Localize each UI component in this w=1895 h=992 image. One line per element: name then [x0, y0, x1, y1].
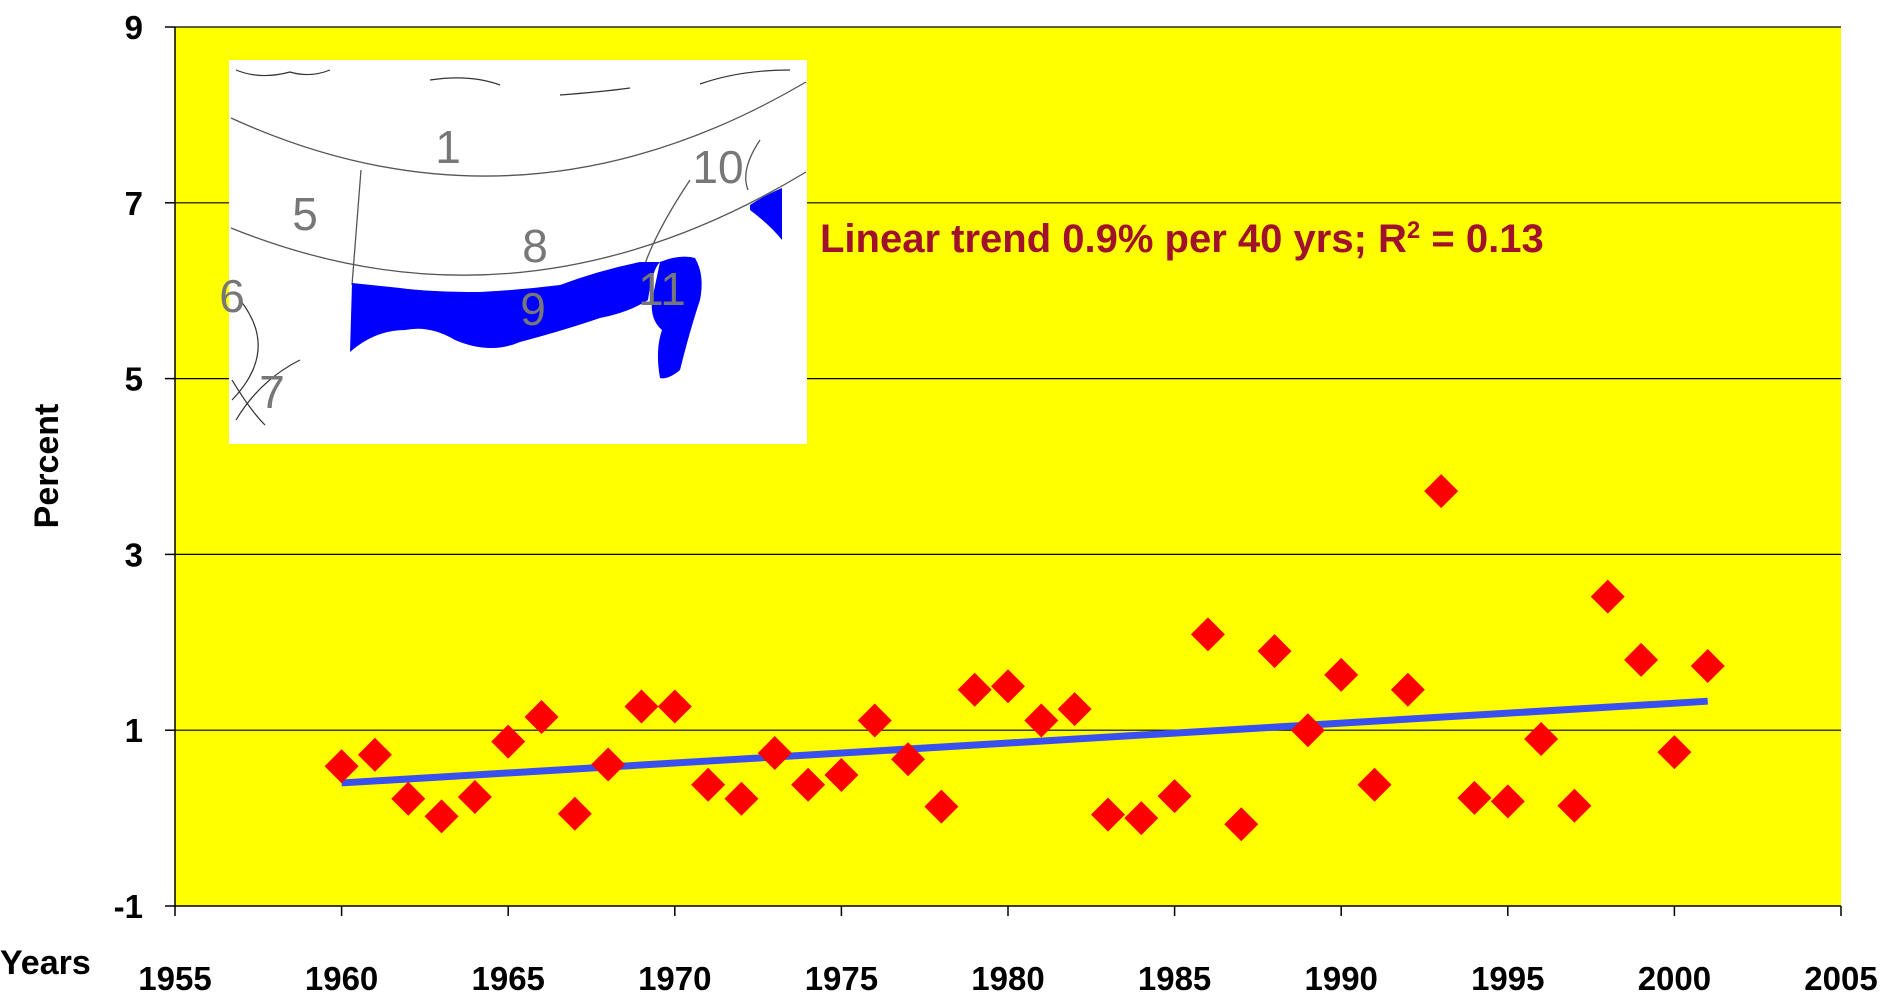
x-tick-label-1970: 1970: [638, 960, 711, 992]
y-tick-label-3: 3: [125, 536, 143, 573]
x-tick-label-1980: 1980: [971, 960, 1044, 992]
y-tick-label-9: 9: [125, 9, 143, 46]
data-point-1973: [757, 736, 792, 771]
data-point-1978: [924, 789, 959, 824]
x-tick-label-1990: 1990: [1304, 960, 1377, 992]
data-point-1963: [424, 799, 459, 834]
data-point-1993: [1424, 474, 1459, 509]
inset-map-highlight-region-10: [750, 188, 782, 240]
trend-annotation-tail: = 0.13: [1420, 217, 1543, 261]
data-point-1976: [857, 703, 892, 738]
trendline: [341, 697, 1708, 787]
data-point-2000: [1657, 735, 1692, 770]
data-point-1967: [557, 796, 592, 831]
x-tick-label-1965: 1965: [471, 960, 544, 992]
data-point-1995: [1490, 784, 1525, 819]
inset-map-coastline: [231, 69, 791, 426]
data-point-1964: [457, 780, 492, 815]
data-point-1987: [1224, 807, 1259, 842]
data-point-1960: [324, 749, 359, 784]
x-tick-label-1975: 1975: [805, 960, 878, 992]
map-region-label-1: 1: [435, 121, 461, 173]
data-point-1970: [657, 689, 692, 724]
data-point-1980: [991, 669, 1025, 704]
y-tick-label-5: 5: [125, 361, 143, 398]
trend-annotation-main: Linear trend 0.9% per 40 yrs; R: [820, 217, 1407, 261]
inset-map-graticule: [230, 81, 807, 286]
data-point-1981: [1024, 703, 1059, 738]
data-point-1990: [1324, 657, 1359, 692]
y-axis-title: Percent: [28, 404, 66, 529]
axes: [165, 26, 1842, 916]
data-point-1969: [624, 689, 659, 724]
data-point-1994: [1457, 780, 1492, 815]
data-point-1977: [891, 742, 926, 777]
data-point-1971: [691, 767, 726, 802]
map-region-label-9: 9: [520, 283, 546, 335]
data-point-2001: [1690, 649, 1725, 684]
trendline-line: [341, 697, 1708, 787]
data-point-1999: [1624, 642, 1659, 677]
inset-map-highlight-region-9: [350, 262, 660, 352]
data-point-1968: [591, 747, 626, 782]
inset-map-highlight-region-11: [651, 256, 702, 379]
data-point-1966: [524, 700, 559, 735]
data-point-1962: [391, 781, 426, 816]
data-point-1965: [491, 724, 526, 759]
data-point-1979: [957, 672, 992, 707]
data-point-1988: [1257, 634, 1292, 669]
map-region-label-7: 7: [259, 366, 285, 418]
data-point-1961: [357, 737, 392, 772]
data-point-1996: [1524, 721, 1559, 756]
data-point-1972: [724, 781, 759, 816]
data-point-1998: [1590, 579, 1625, 614]
x-tick-label-2005: 2005: [1804, 960, 1877, 992]
data-point-1984: [1124, 801, 1159, 836]
data-point-1991: [1357, 767, 1392, 802]
data-points: [324, 474, 1725, 842]
trend-annotation-superscript: 2: [1407, 217, 1420, 244]
data-point-1989: [1290, 713, 1325, 748]
data-point-1982: [1057, 692, 1092, 727]
trend-annotation: Linear trend 0.9% per 40 yrs; R2 = 0.13: [820, 217, 1544, 261]
x-tick-label-1955: 1955: [138, 960, 211, 992]
data-point-1974: [791, 767, 826, 802]
data-point-1992: [1390, 672, 1425, 707]
data-point-1997: [1557, 788, 1592, 823]
x-axis-title: Years: [0, 944, 91, 982]
map-region-label-11: 11: [638, 263, 686, 315]
inset-map-background: [229, 60, 807, 444]
inset-map-labels: 1 567 8 9 10 11: [219, 121, 743, 418]
inset-map: 1 567 8 9 10 11: [219, 60, 807, 444]
data-point-1983: [1090, 797, 1125, 832]
x-tick-label-1985: 1985: [1138, 960, 1211, 992]
x-tick-label-1960: 1960: [305, 960, 378, 992]
data-point-1986: [1190, 617, 1225, 652]
map-region-label-8: 8: [522, 220, 548, 272]
y-tick-label--1: -1: [114, 888, 143, 925]
x-tick-label-2000: 2000: [1638, 960, 1711, 992]
data-point-1975: [824, 758, 859, 793]
map-region-label-5: 5: [292, 188, 318, 240]
y-tick-label-1: 1: [125, 712, 143, 749]
map-region-label-10: 10: [692, 141, 743, 193]
map-region-label-6: 6: [219, 270, 245, 322]
data-point-1985: [1157, 779, 1192, 814]
y-tick-label-7: 7: [125, 185, 143, 222]
x-tick-label-1995: 1995: [1471, 960, 1544, 992]
